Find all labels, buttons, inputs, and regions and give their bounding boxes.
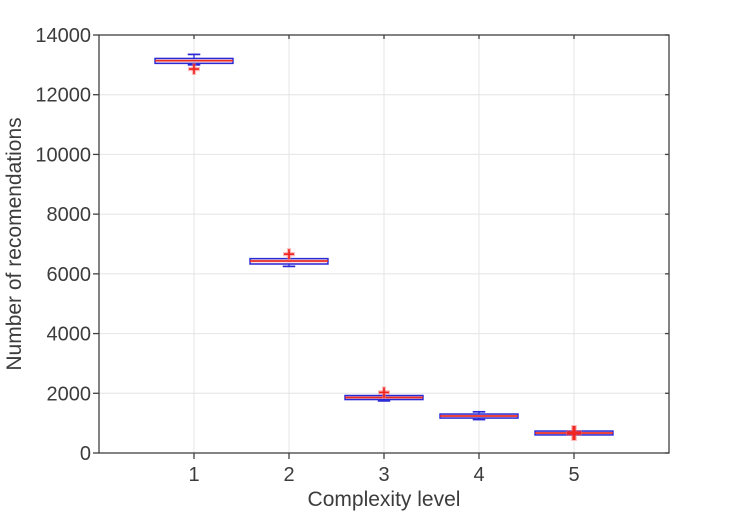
x-axis-title: Complexity level <box>308 488 461 511</box>
y-axis-title: Number of recomendations <box>3 117 26 370</box>
x-tick-label: 3 <box>378 464 389 486</box>
y-tick-label: 8000 <box>47 204 92 226</box>
x-tick-label: 1 <box>188 464 199 486</box>
plot-generated-layer: 1 2 3 4 5 0 2000 4000 6000 8000 10000 12000 14000 <box>35 25 670 486</box>
y-tick-label: 6000 <box>47 264 92 286</box>
x-tick-label: 5 <box>568 464 579 486</box>
y-tick-label: 0 <box>80 443 91 465</box>
y-tick-label: 14000 <box>35 25 91 47</box>
x-tick-label: 4 <box>473 464 484 486</box>
y-tick-label: 4000 <box>47 324 92 346</box>
y-tick-label: 12000 <box>35 85 91 107</box>
y-tick-label: 10000 <box>35 144 91 166</box>
y-tick-label: 2000 <box>47 383 92 405</box>
x-tick-label: 2 <box>283 464 294 486</box>
